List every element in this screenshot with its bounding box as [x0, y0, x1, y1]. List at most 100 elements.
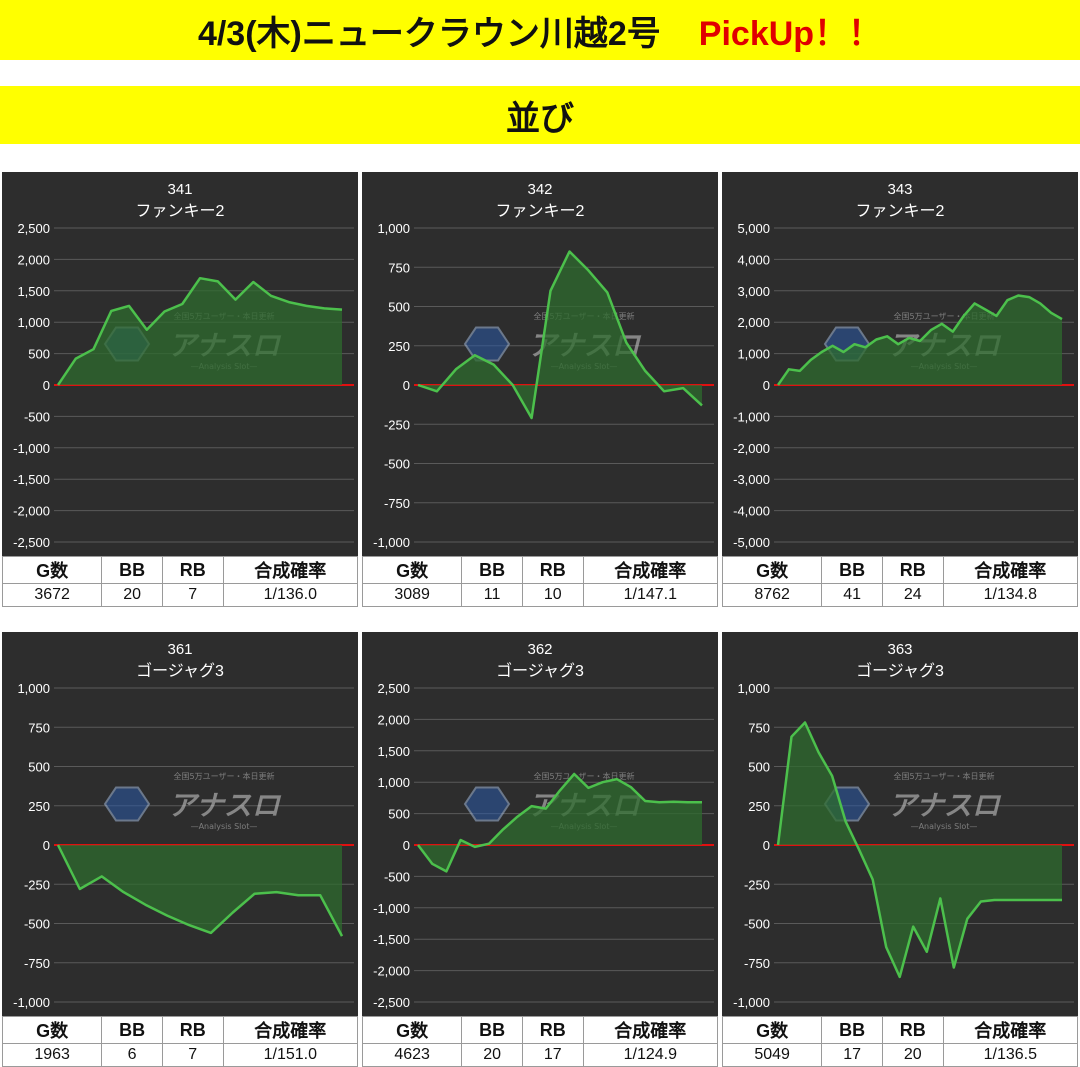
title-banner: 4/3(木)ニュークラウン川越2号 PickUp！！ — [0, 0, 1080, 60]
chart-svg: 361 ゴージャグ3 1,000 750 500 250 0 -250 -500 -750 -1,0… — [13, 641, 354, 1010]
y-tick-label: 1,000 — [377, 221, 410, 236]
stats-header-row: G数 BB RB 合成確率 — [361, 556, 719, 584]
y-tick-label: -250 — [384, 417, 410, 432]
machine-panel: 342 ファンキー2 1,000 750 500 250 0 -250 -500 -750 -1,0… — [361, 172, 719, 607]
stats-value-rb: 20 — [881, 1043, 944, 1067]
stats-value-rate: 1/124.9 — [582, 1043, 719, 1067]
y-tick-label: -2,500 — [13, 535, 50, 550]
y-tick-label: -1,500 — [13, 472, 50, 487]
stats-header-rb: RB — [881, 556, 944, 584]
y-tick-label: -1,500 — [373, 932, 410, 947]
stats-value-rb: 10 — [521, 583, 584, 607]
chart-title: 362 — [527, 641, 552, 658]
chart-svg: 341 ファンキー2 2,500 2,000 1,500 1,000 500 0 -500 -1,… — [13, 181, 354, 550]
watermark-top-text: 全国5万ユーザー・本日更新 — [174, 771, 275, 781]
area-fill — [778, 295, 1062, 385]
y-tick-label: 0 — [763, 378, 770, 393]
stats-value-bb: 11 — [461, 583, 523, 607]
stats-value-bb: 6 — [101, 1043, 163, 1067]
y-tick-label: 1,000 — [17, 315, 50, 330]
watermark-bottom-text: —Analysis Slot— — [911, 822, 978, 831]
stats-value-games: 3672 — [1, 583, 103, 607]
y-tick-label: 1,500 — [377, 744, 410, 759]
stats-value-row: 8762 41 24 1/134.8 — [721, 583, 1079, 607]
y-tick-label: -500 — [744, 917, 770, 932]
stats-value-games: 3089 — [361, 583, 463, 607]
stats-header-bb: BB — [821, 1016, 883, 1044]
y-tick-label: -500 — [384, 869, 410, 884]
y-tick-label: 0 — [403, 378, 410, 393]
chart-title: 341 — [167, 181, 192, 198]
stats-header-bb: BB — [461, 556, 523, 584]
stats-header-bb: BB — [101, 1016, 163, 1044]
stats-header-rate: 合成確率 — [942, 556, 1079, 584]
stats-header-rb: RB — [161, 556, 224, 584]
y-tick-label: 2,000 — [377, 712, 410, 727]
y-tick-label: -1,000 — [373, 535, 410, 550]
stats-value-rb: 7 — [161, 1043, 224, 1067]
y-tick-label: 1,000 — [17, 681, 50, 696]
y-tick-label: 2,000 — [737, 315, 770, 330]
y-tick-label: -1,000 — [733, 409, 770, 424]
watermark-top-text: 全国5万ユーザー・本日更新 — [894, 311, 995, 321]
y-tick-label: -1,000 — [733, 995, 770, 1010]
y-tick-label: -500 — [24, 917, 50, 932]
series-line — [417, 772, 702, 873]
area-fill — [778, 722, 1062, 977]
logo-hexagon-icon — [463, 326, 511, 362]
stats-table: G数 BB RB 合成確率 5049 17 20 1/136.5 — [721, 1016, 1079, 1067]
area-fill — [58, 278, 342, 385]
stats-value-row: 3089 11 10 1/147.1 — [361, 583, 719, 607]
y-tick-label: 4,000 — [737, 252, 770, 267]
y-tick-label: -2,000 — [13, 504, 50, 519]
logo-hexagon-icon — [103, 786, 151, 822]
stats-value-games: 8762 — [721, 583, 823, 607]
stats-value-rate: 1/147.1 — [582, 583, 719, 607]
stats-header-games: G数 — [721, 1016, 823, 1044]
stats-value-games: 1963 — [1, 1043, 103, 1067]
machine-panel: 363 ゴージャグ3 1,000 750 500 250 0 -250 -500 -750 -1,0… — [721, 632, 1079, 1067]
y-tick-label: 2,500 — [17, 221, 50, 236]
y-tick-label: -5,000 — [733, 535, 770, 550]
chart-svg: 362 ゴージャグ3 2,500 2,000 1,500 1,000 500 0 -500 -1,… — [373, 641, 714, 1010]
y-tick-label: 0 — [43, 838, 50, 853]
y-tick-label: 2,500 — [377, 681, 410, 696]
y-tick-label: -3,000 — [733, 472, 770, 487]
subtitle-banner: 並び — [0, 86, 1080, 144]
stats-value-rate: 1/136.5 — [942, 1043, 1079, 1067]
y-tick-label: 0 — [43, 378, 50, 393]
series-line — [417, 250, 703, 420]
y-tick-label: 250 — [748, 799, 770, 814]
stats-value-games: 4623 — [361, 1043, 463, 1067]
chart-svg: 342 ファンキー2 1,000 750 500 250 0 -250 -500 -750 -1,0… — [373, 181, 714, 550]
series-line — [776, 294, 1063, 386]
stats-header-rb: RB — [521, 556, 584, 584]
watermark-logo-text: アナスロ — [888, 789, 1001, 822]
section-title: 並び — [506, 99, 574, 138]
stats-value-row: 4623 20 17 1/124.9 — [361, 1043, 719, 1067]
chart-title: 343 — [887, 181, 912, 198]
y-tick-label: 500 — [28, 760, 50, 775]
y-tick-label: 750 — [388, 260, 410, 275]
pickup-label: PickUp！！ — [698, 14, 883, 53]
stats-header-row: G数 BB RB 合成確率 — [721, 556, 1079, 584]
logo-hexagon-icon — [463, 786, 511, 822]
stats-header-rate: 合成確率 — [582, 1016, 719, 1044]
area-fill — [58, 845, 342, 937]
stats-value-row: 5049 17 20 1/136.5 — [721, 1043, 1079, 1067]
y-tick-label: -4,000 — [733, 504, 770, 519]
y-tick-label: -2,500 — [373, 995, 410, 1010]
y-tick-label: -750 — [24, 956, 50, 971]
area-fill — [418, 251, 702, 418]
series-line — [56, 844, 344, 937]
stats-header-rb: RB — [881, 1016, 944, 1044]
chart-title: 361 — [167, 641, 192, 658]
y-tick-label: 750 — [748, 720, 770, 735]
chart-subtitle: ファンキー2 — [136, 203, 225, 220]
y-tick-label: 2,000 — [17, 252, 50, 267]
stats-value-rb: 24 — [881, 583, 944, 607]
watermark-top-text: 全国5万ユーザー・本日更新 — [894, 771, 995, 781]
watermark-top-text: 全国5万ユーザー・本日更新 — [534, 771, 635, 781]
stats-table: G数 BB RB 合成確率 4623 20 17 1/124.9 — [361, 1016, 719, 1067]
